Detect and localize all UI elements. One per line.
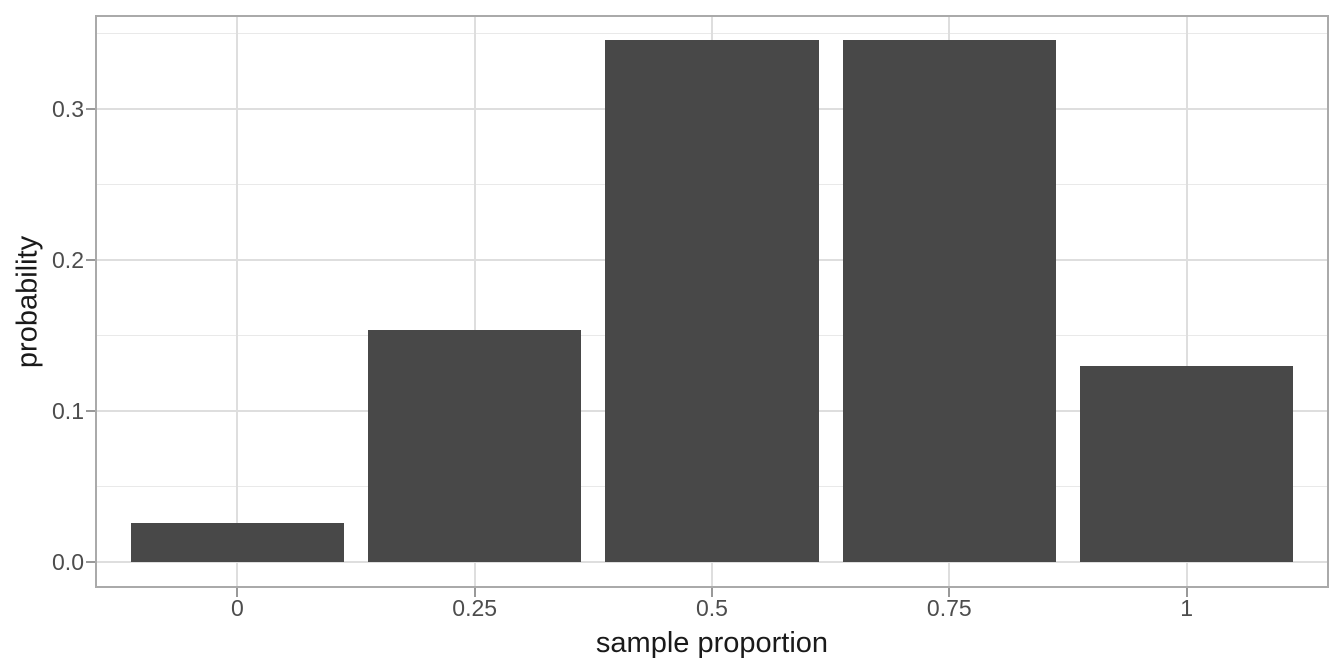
x-tick-label: 0.5 bbox=[696, 595, 728, 621]
y-tick-label: 0.3 bbox=[52, 95, 84, 122]
x-axis-title: sample proportion bbox=[595, 627, 829, 659]
y-axis-title: probability bbox=[11, 235, 44, 369]
y-tick-mark bbox=[86, 560, 95, 563]
bar bbox=[367, 329, 582, 562]
y-tick-label: 0.1 bbox=[52, 397, 84, 424]
y-tick-mark bbox=[86, 107, 95, 110]
x-tick-label: 0.25 bbox=[452, 595, 498, 621]
x-tick-label: 0.75 bbox=[926, 595, 972, 621]
x-tick-mark bbox=[948, 588, 951, 597]
y-tick-mark bbox=[86, 409, 95, 412]
x-tick-label: 1 bbox=[1180, 595, 1193, 621]
grid-major-x bbox=[236, 15, 239, 588]
x-tick-mark bbox=[711, 588, 713, 597]
x-tick-label: 0 bbox=[230, 595, 244, 621]
bar bbox=[605, 40, 819, 562]
y-tick-label: 0.2 bbox=[52, 246, 84, 273]
grid-major-x bbox=[473, 15, 476, 588]
y-tick-mark bbox=[86, 258, 95, 261]
bar bbox=[842, 40, 1057, 562]
bar bbox=[130, 523, 345, 562]
x-tick-mark bbox=[1185, 588, 1188, 597]
grid-major-x bbox=[1185, 15, 1188, 588]
bar bbox=[1079, 366, 1294, 562]
x-tick-mark bbox=[473, 588, 476, 597]
x-tick-mark bbox=[236, 588, 239, 597]
y-tick-label: 0.0 bbox=[52, 548, 84, 575]
